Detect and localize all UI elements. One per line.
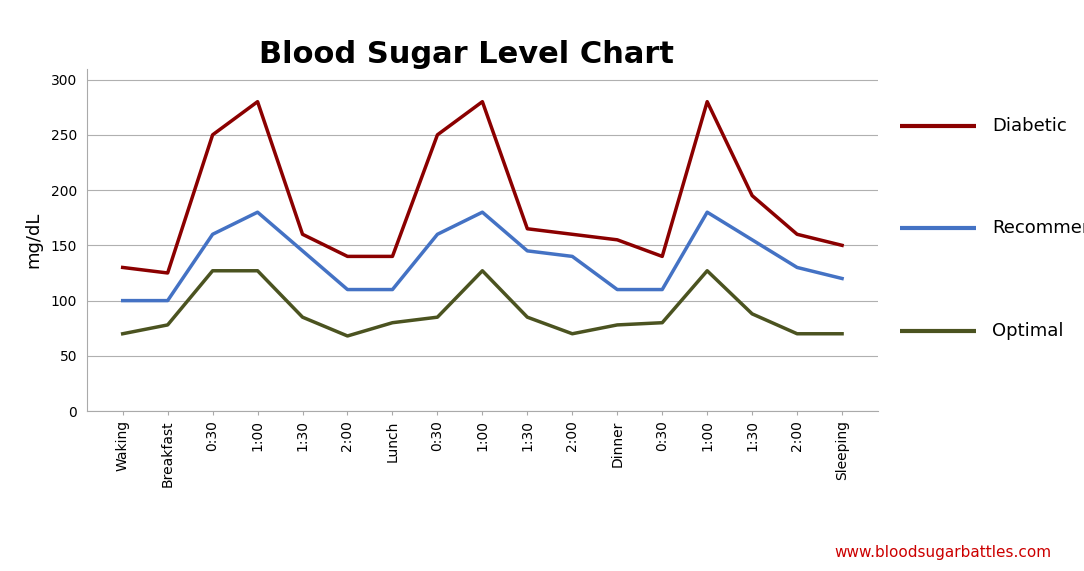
Text: Blood Sugar Level Chart: Blood Sugar Level Chart [259,40,673,69]
Y-axis label: mg/dL: mg/dL [24,212,42,268]
Text: www.bloodsugarbattles.com: www.bloodsugarbattles.com [835,545,1051,560]
Text: Diabetic: Diabetic [992,116,1067,135]
Text: Recommended: Recommended [992,219,1084,238]
Text: Optimal: Optimal [992,322,1063,340]
